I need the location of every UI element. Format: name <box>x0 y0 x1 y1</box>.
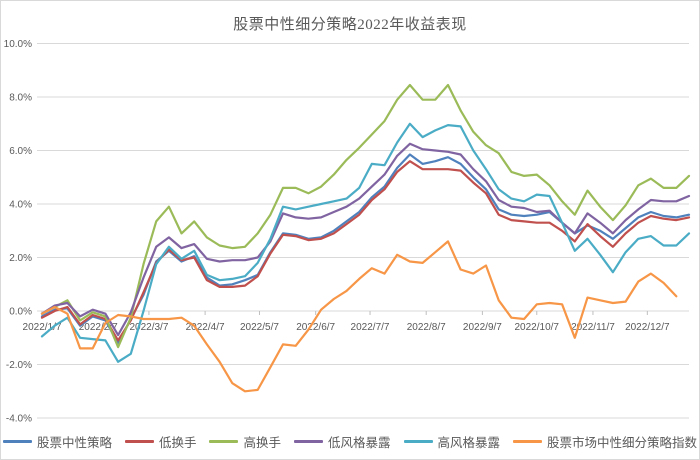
legend-item: 股票市场中性细分策略指数 <box>513 432 697 451</box>
legend-label: 低风格暴露 <box>328 436 391 450</box>
y-axis-tick-label: 10.0% <box>4 39 32 50</box>
x-axis-tick-label: 2022/9/7 <box>463 322 502 333</box>
legend-item: 股票中性策略 <box>2 432 112 451</box>
legend-label: 股票市场中性细分策略指数 <box>547 436 698 450</box>
series-line-低换手 <box>40 160 691 342</box>
y-axis-tick-label: 0.0% <box>9 307 32 318</box>
x-axis-tick-label: 2022/10/7 <box>515 322 560 333</box>
legend-item: 高换手 <box>209 432 281 451</box>
series-line-高换手 <box>40 83 691 349</box>
y-axis-tick-label: 4.0% <box>9 200 32 211</box>
y-axis-tick-label: 8.0% <box>9 93 32 104</box>
series-line-股票市场中性细分策略指数 <box>40 240 678 393</box>
legend-label: 高风格暴露 <box>437 436 501 450</box>
legend-item: 高风格暴露 <box>403 432 501 451</box>
y-axis-tick-label: -2.0% <box>6 360 32 371</box>
x-axis-tick-label: 2022/5/7 <box>240 322 279 333</box>
series-line-低风格暴露 <box>40 142 691 337</box>
y-axis-tick-label: -4.0% <box>6 414 32 425</box>
legend-line-swatch <box>403 440 433 443</box>
x-axis-tick-label: 2022/4/7 <box>186 322 225 333</box>
legend-line-swatch <box>294 440 323 443</box>
legend-label: 高换手 <box>243 436 281 450</box>
x-axis-tick-label: 2022/3/7 <box>129 322 168 333</box>
x-axis-tick-label: 2022/7/7 <box>351 322 390 333</box>
legend-item: 低换手 <box>124 432 197 451</box>
x-axis-tick-label: 2022/12/7 <box>625 322 670 333</box>
legend-line-swatch <box>2 440 32 443</box>
chart-legend: 股票中性策略 低换手 高换手 低风格暴露 高风格暴露 股票市场中性细分策略指数 <box>1 432 699 451</box>
series-line-股票中性策略 <box>40 153 691 345</box>
x-axis-tick-label: 2022/6/7 <box>296 322 335 333</box>
x-axis-tick-label: 2022/8/7 <box>407 322 446 333</box>
legend-line-swatch <box>513 440 543 443</box>
y-axis-tick-label: 6.0% <box>9 146 32 157</box>
series-line-高风格暴露 <box>40 122 691 363</box>
legend-line-swatch <box>124 440 154 443</box>
x-axis-tick-label: 2022/11/7 <box>571 322 615 333</box>
legend-label: 低换手 <box>158 436 197 450</box>
x-axis-tick-label: 2022/2/7 <box>79 322 118 333</box>
y-axis-tick-label: 2.0% <box>9 253 32 264</box>
chart-title: 股票中性细分策略2022年收益表现 <box>233 17 467 33</box>
legend-line-swatch <box>209 440 239 443</box>
x-axis-tick-label: 2022/1/7 <box>23 322 62 333</box>
legend-label: 股票中性策略 <box>36 436 112 450</box>
legend-item: 低风格暴露 <box>294 432 391 451</box>
